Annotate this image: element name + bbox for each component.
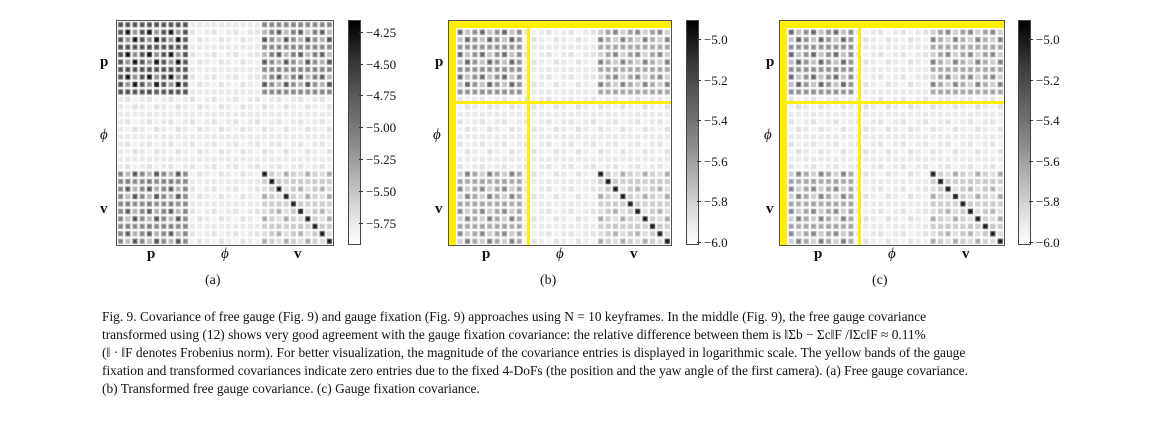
col-label-p: p [482,246,491,262]
yellow-band-col [527,21,530,245]
yellow-band-left [449,21,456,245]
matrix-heatmap-a [117,21,333,245]
col-label-phi: ϕ [221,246,229,262]
colorbar-b [686,20,699,245]
row-label-phi: ϕ [764,127,772,143]
col-label-p: p [814,246,823,262]
caption-line: transformed using (12) shows very good a… [102,327,926,342]
col-label-phi: ϕ [556,246,564,262]
row-label-p: p [100,54,109,70]
row-label-v: v [100,201,108,217]
colorbar-tick-label: −6.0 [1029,235,1060,250]
caption-line: (‖ · ‖F denotes Frobenius norm). For bet… [102,345,966,360]
matrix-heatmap-c [780,21,1004,245]
colorbar-c [1018,20,1031,245]
row-label-p: p [435,54,444,70]
colorbar-tick-label: −5.00 [358,120,397,136]
caption-line: Fig. 9. Covariance of free gauge (Fig. 9… [102,309,927,324]
colorbar-tick-label: −5.2 [1029,72,1060,88]
sub-caption-a: (a) [205,273,221,288]
yellow-band-top [780,21,1004,28]
colorbar-tick-label: −5.8 [697,194,728,210]
colorbar-tick-label: −5.0 [697,32,728,48]
covariance-matrix-c [779,20,1005,246]
row-label-v: v [435,201,443,217]
colorbar-tick-label: −5.2 [697,72,728,88]
colorbar-tick-label: −5.75 [358,215,397,231]
covariance-matrix-a [116,20,334,246]
yellow-band-left [780,21,787,245]
covariance-matrix-b [448,20,672,246]
sub-caption-b: (b) [540,273,557,288]
colorbar-tick-label: −4.50 [358,56,397,72]
sub-caption-c: (c) [872,273,888,288]
col-label-v: v [294,246,302,262]
yellow-band-row [449,101,671,104]
col-label-p: p [147,246,156,262]
colorbar-tick-label: −5.25 [358,152,397,168]
colorbar-tick-label: −5.50 [358,184,397,200]
row-label-p: p [766,54,775,70]
colorbar-a [348,20,361,245]
row-label-v: v [766,201,774,217]
row-label-phi: ϕ [433,127,441,143]
colorbar-tick-label: −5.4 [697,113,728,129]
colorbar-tick-label: −5.8 [1029,194,1060,210]
colorbar-tick-label: −5.6 [1029,153,1060,169]
yellow-band-top [449,21,671,28]
row-label-phi: ϕ [100,127,108,143]
col-label-v: v [630,246,638,262]
caption-line: (b) Transformed free gauge covariance. (… [102,381,480,396]
matrix-heatmap-b [449,21,671,245]
yellow-band-col [858,21,861,245]
colorbar-tick-label: −6.0 [697,235,728,250]
figure-caption: Fig. 9. Covariance of free gauge (Fig. 9… [102,308,1062,398]
col-label-v: v [962,246,970,262]
caption-line: fixation and transformed covariances ind… [102,363,968,378]
col-label-phi: ϕ [888,246,896,262]
colorbar-tick-label: −5.4 [1029,113,1060,129]
colorbar-tick-label: −5.6 [697,153,728,169]
yellow-band-row [780,101,1004,104]
colorbar-tick-label: −4.25 [358,24,397,40]
colorbar-tick-label: −5.0 [1029,32,1060,48]
colorbar-tick-label: −4.75 [358,88,397,104]
